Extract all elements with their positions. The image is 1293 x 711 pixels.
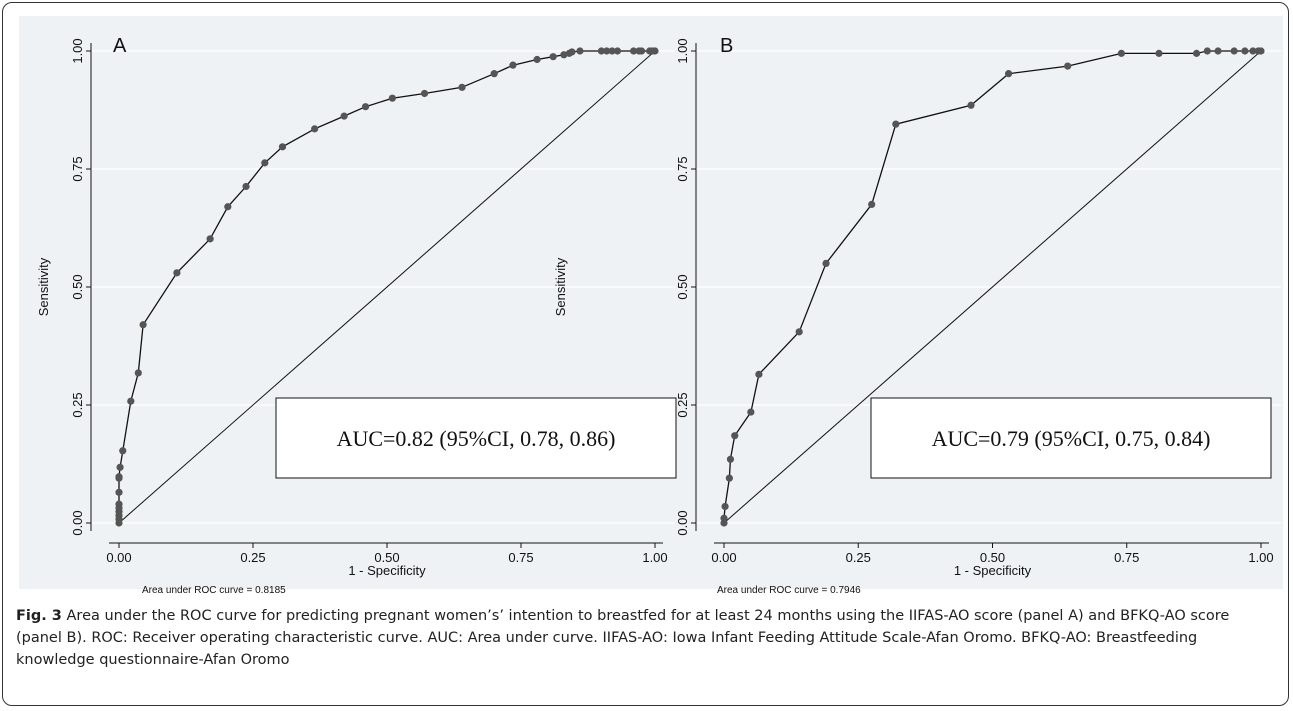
roc-point: [115, 500, 123, 508]
roc-point: [458, 83, 466, 91]
x-tick-label: 0.00: [106, 550, 131, 565]
roc-point: [1203, 47, 1211, 55]
roc-point: [533, 55, 541, 64]
y-axis-title: Sensitivity: [36, 257, 51, 316]
roc-point: [597, 47, 606, 55]
roc-point: [795, 328, 803, 336]
panel-a: 0.00 0.25 0.50 0.75 1.00 0.00 0.25 0.50 0.75 1.00…: [36, 35, 677, 596]
roc-point: [608, 47, 616, 55]
roc-point: [509, 61, 517, 69]
roc-point: [822, 259, 830, 267]
roc-point: [127, 397, 135, 405]
roc-point: [755, 370, 763, 378]
auc-annotation: AUC=0.79 (95%CI, 0.75, 0.84): [932, 426, 1211, 451]
roc-point: [651, 47, 659, 55]
x-axis-title: 1 - Specificity: [954, 563, 1032, 578]
area-note: Area under ROC curve = 0.7946: [717, 585, 861, 596]
x-tick-label: 0.00: [711, 550, 736, 565]
y-axis-title: Sensitivity: [553, 257, 568, 316]
roc-point: [1192, 49, 1201, 57]
roc-point: [603, 47, 611, 55]
roc-figure: 0.00 0.25 0.50 0.75 1.00 0.00 0.25 0.50 0.75 1.00…: [36, 35, 1281, 596]
roc-point: [1241, 47, 1249, 55]
y-tick-label: 0.00: [70, 510, 85, 535]
y-tick-label: 0.50: [70, 274, 85, 299]
roc-point: [1005, 70, 1013, 78]
roc-point: [747, 408, 755, 416]
x-tick-label: 0.75: [1114, 550, 1139, 565]
y-tick-label: 0.50: [675, 274, 690, 299]
roc-point: [1155, 49, 1163, 57]
x-tick-label: 0.25: [240, 550, 265, 565]
x-axis-title: 1 - Specificity: [348, 563, 426, 578]
roc-point: [261, 159, 269, 167]
roc-point: [361, 103, 370, 111]
auc-annotation: AUC=0.82 (95%CI, 0.78, 0.86): [337, 426, 616, 451]
roc-point: [549, 53, 557, 61]
panel-label: A: [113, 35, 127, 57]
roc-point: [576, 47, 584, 55]
roc-point: [1064, 62, 1072, 70]
roc-point: [629, 47, 638, 55]
caption-text: Area under the ROC curve for predicting …: [16, 608, 1230, 668]
x-tick-label: 0.25: [846, 550, 871, 565]
y-tick-label: 1.00: [675, 38, 690, 63]
roc-point: [1257, 47, 1265, 55]
figure-background: [19, 16, 1283, 589]
roc-point: [119, 447, 127, 455]
panel-b: 0.00 0.25 0.50 0.75 1.00 0.00 0.25 0.50 0.75 1.00…: [553, 35, 1281, 596]
roc-point: [420, 89, 429, 98]
roc-point: [311, 125, 319, 133]
roc-point: [1214, 47, 1222, 55]
x-tick-label: 0.50: [374, 550, 399, 565]
roc-point: [731, 432, 739, 440]
roc-point: [568, 48, 576, 56]
figure-caption: Fig. 3 Area under the ROC curve for pred…: [16, 605, 1266, 671]
x-tick-label: 1.00: [642, 550, 667, 565]
roc-point: [1249, 47, 1257, 55]
reference-line: [723, 50, 1262, 524]
area-note: Area under ROC curve = 0.8185: [142, 585, 286, 596]
reference-line: [118, 50, 656, 524]
roc-point: [173, 269, 181, 277]
roc-point: [725, 474, 733, 482]
roc-point: [116, 463, 124, 471]
roc-point: [242, 182, 250, 191]
roc-point: [340, 112, 348, 120]
y-tick-label: 0.25: [70, 392, 85, 417]
y-tick-label: 0.25: [675, 392, 690, 417]
roc-point: [388, 94, 396, 102]
roc-point: [967, 101, 975, 109]
roc-point: [721, 502, 729, 511]
auc-annotation-box: [275, 397, 677, 479]
caption-label: Fig. 3: [16, 608, 62, 624]
roc-point: [490, 70, 498, 78]
roc-point: [115, 488, 123, 496]
roc-point: [720, 514, 728, 522]
roc-point: [134, 369, 142, 377]
auc-annotation-box: [870, 397, 1272, 479]
roc-point: [224, 203, 232, 211]
roc-point: [278, 143, 287, 151]
roc-point: [115, 473, 123, 481]
x-tick-label: 1.00: [1248, 550, 1273, 565]
roc-point: [206, 235, 214, 243]
y-tick-label: 0.75: [675, 156, 690, 181]
roc-point: [638, 47, 646, 55]
y-tick-label: 0.00: [675, 510, 690, 535]
roc-point: [1117, 49, 1125, 57]
roc-point: [139, 321, 147, 329]
x-tick-label: 0.75: [508, 550, 533, 565]
y-tick-label: 1.00: [70, 38, 85, 63]
roc-point: [726, 455, 735, 463]
roc-point: [613, 47, 622, 55]
roc-point: [868, 200, 876, 208]
roc-point: [892, 120, 900, 128]
y-tick-label: 0.75: [70, 156, 85, 181]
roc-point: [1230, 47, 1238, 55]
panel-label: B: [720, 35, 733, 57]
x-tick-label: 0.50: [980, 550, 1005, 565]
